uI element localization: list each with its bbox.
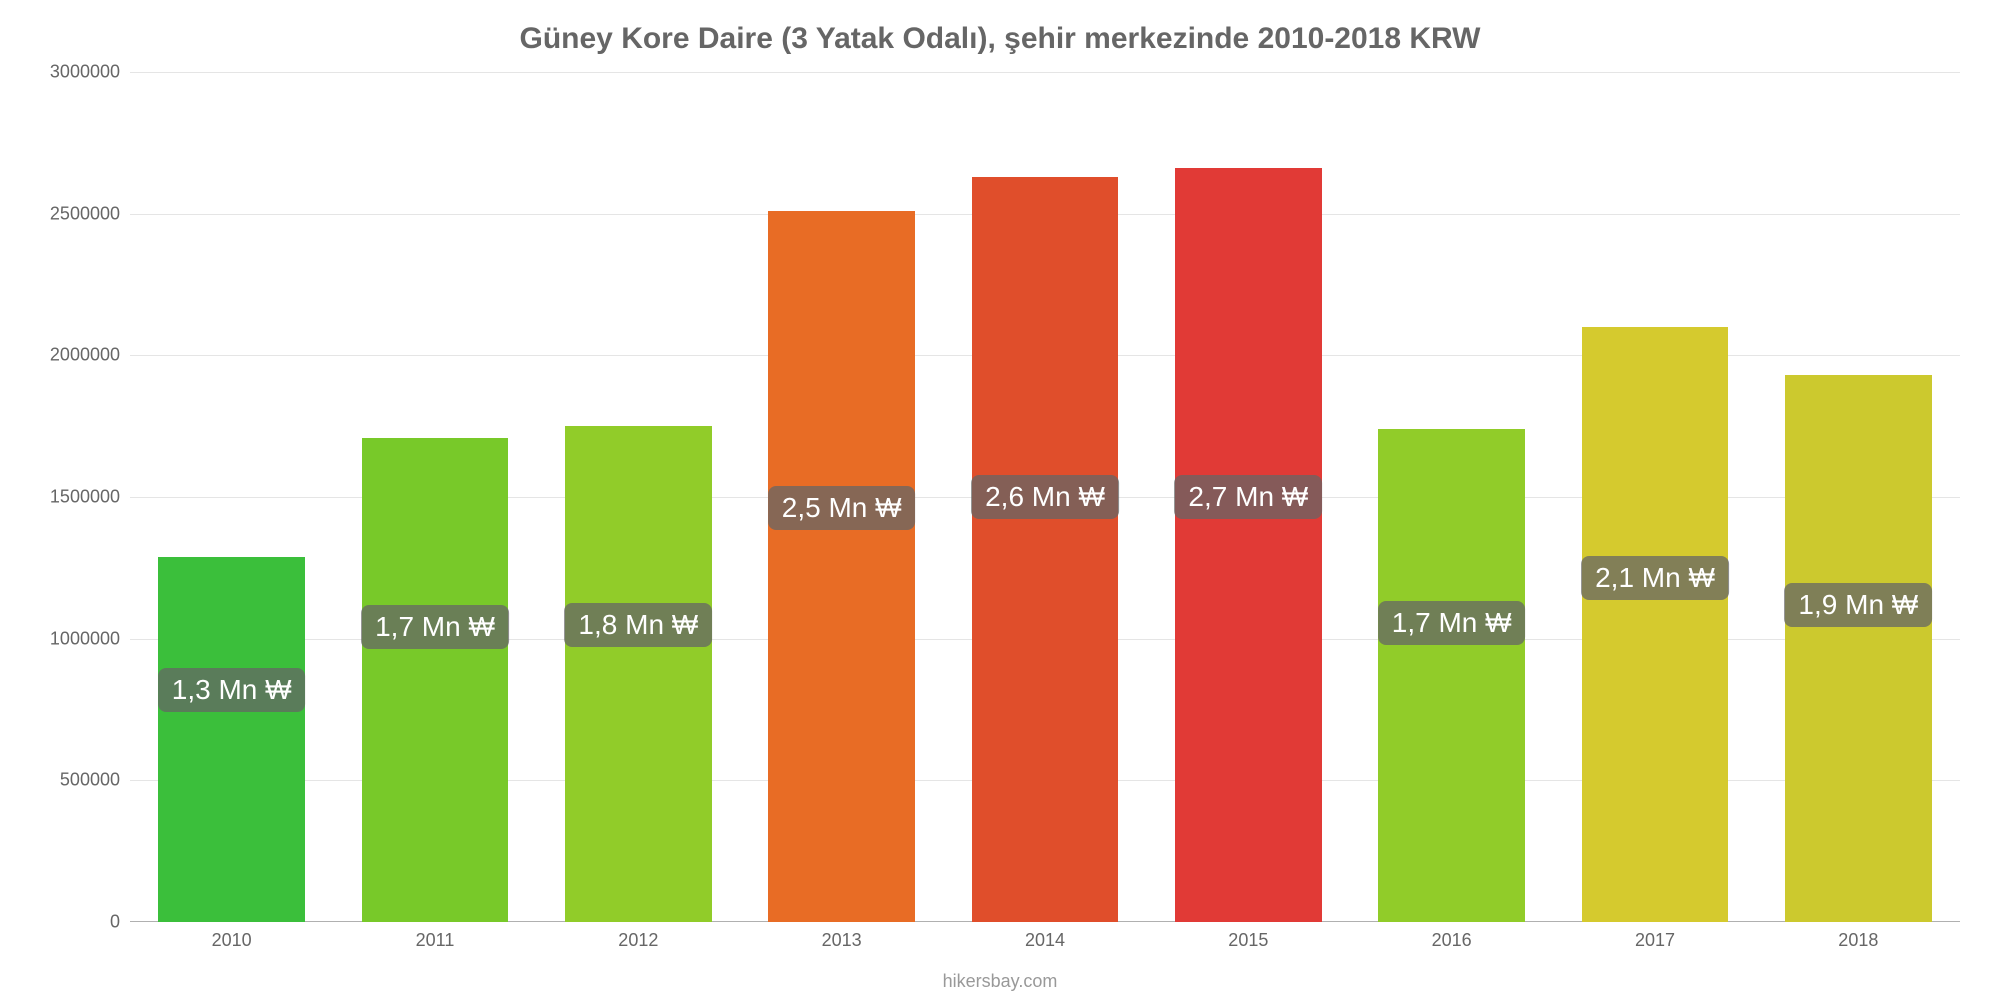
bar xyxy=(972,177,1118,922)
bar-chart: Güney Kore Daire (3 Yatak Odalı), şehir … xyxy=(0,0,2000,1000)
bar-value-label: 2,6 Mn ₩ xyxy=(971,475,1119,519)
bar xyxy=(768,211,914,922)
bar xyxy=(158,557,304,923)
plot-area: 1,3 Mn ₩ 1,7 Mn ₩ 1,8 Mn ₩ 2,5 Mn ₩ 2,6 Mn ₩… xyxy=(130,72,1960,922)
xtick-label: 2017 xyxy=(1635,930,1675,951)
chart-title: Güney Kore Daire (3 Yatak Odalı), şehir … xyxy=(0,22,2000,56)
xtick-label: 2010 xyxy=(212,930,252,951)
ytick-label: 2000000 xyxy=(50,345,120,366)
bar xyxy=(362,438,508,923)
ytick-label: 500000 xyxy=(60,770,120,791)
bar-value-label: 1,7 Mn ₩ xyxy=(361,605,509,649)
bar xyxy=(1175,168,1321,922)
bar-value-label: 1,8 Mn ₩ xyxy=(564,603,712,647)
bar-value-label: 1,7 Mn ₩ xyxy=(1378,601,1526,645)
gridline xyxy=(130,72,1960,73)
xtick-label: 2011 xyxy=(416,930,455,951)
attribution-text: hikersbay.com xyxy=(0,971,2000,992)
bar-value-label: 2,5 Mn ₩ xyxy=(768,486,916,530)
bar-value-label: 1,9 Mn ₩ xyxy=(1784,583,1932,627)
ytick-label: 2500000 xyxy=(50,203,120,224)
xtick-label: 2016 xyxy=(1432,930,1472,951)
xtick-label: 2018 xyxy=(1838,930,1878,951)
ytick-label: 3000000 xyxy=(50,62,120,83)
ytick-label: 0 xyxy=(110,912,120,933)
xtick-label: 2015 xyxy=(1228,930,1268,951)
bar xyxy=(1785,375,1931,922)
ytick-label: 1000000 xyxy=(50,628,120,649)
bar-value-label: 2,1 Mn ₩ xyxy=(1581,556,1729,600)
xtick-label: 2013 xyxy=(822,930,862,951)
bar xyxy=(1378,429,1524,922)
xtick-label: 2014 xyxy=(1025,930,1065,951)
ytick-label: 1500000 xyxy=(50,487,120,508)
bar xyxy=(565,426,711,922)
bar-value-label: 1,3 Mn ₩ xyxy=(158,668,306,712)
xtick-label: 2012 xyxy=(618,930,658,951)
bar-value-label: 2,7 Mn ₩ xyxy=(1174,475,1322,519)
bar xyxy=(1582,327,1728,922)
